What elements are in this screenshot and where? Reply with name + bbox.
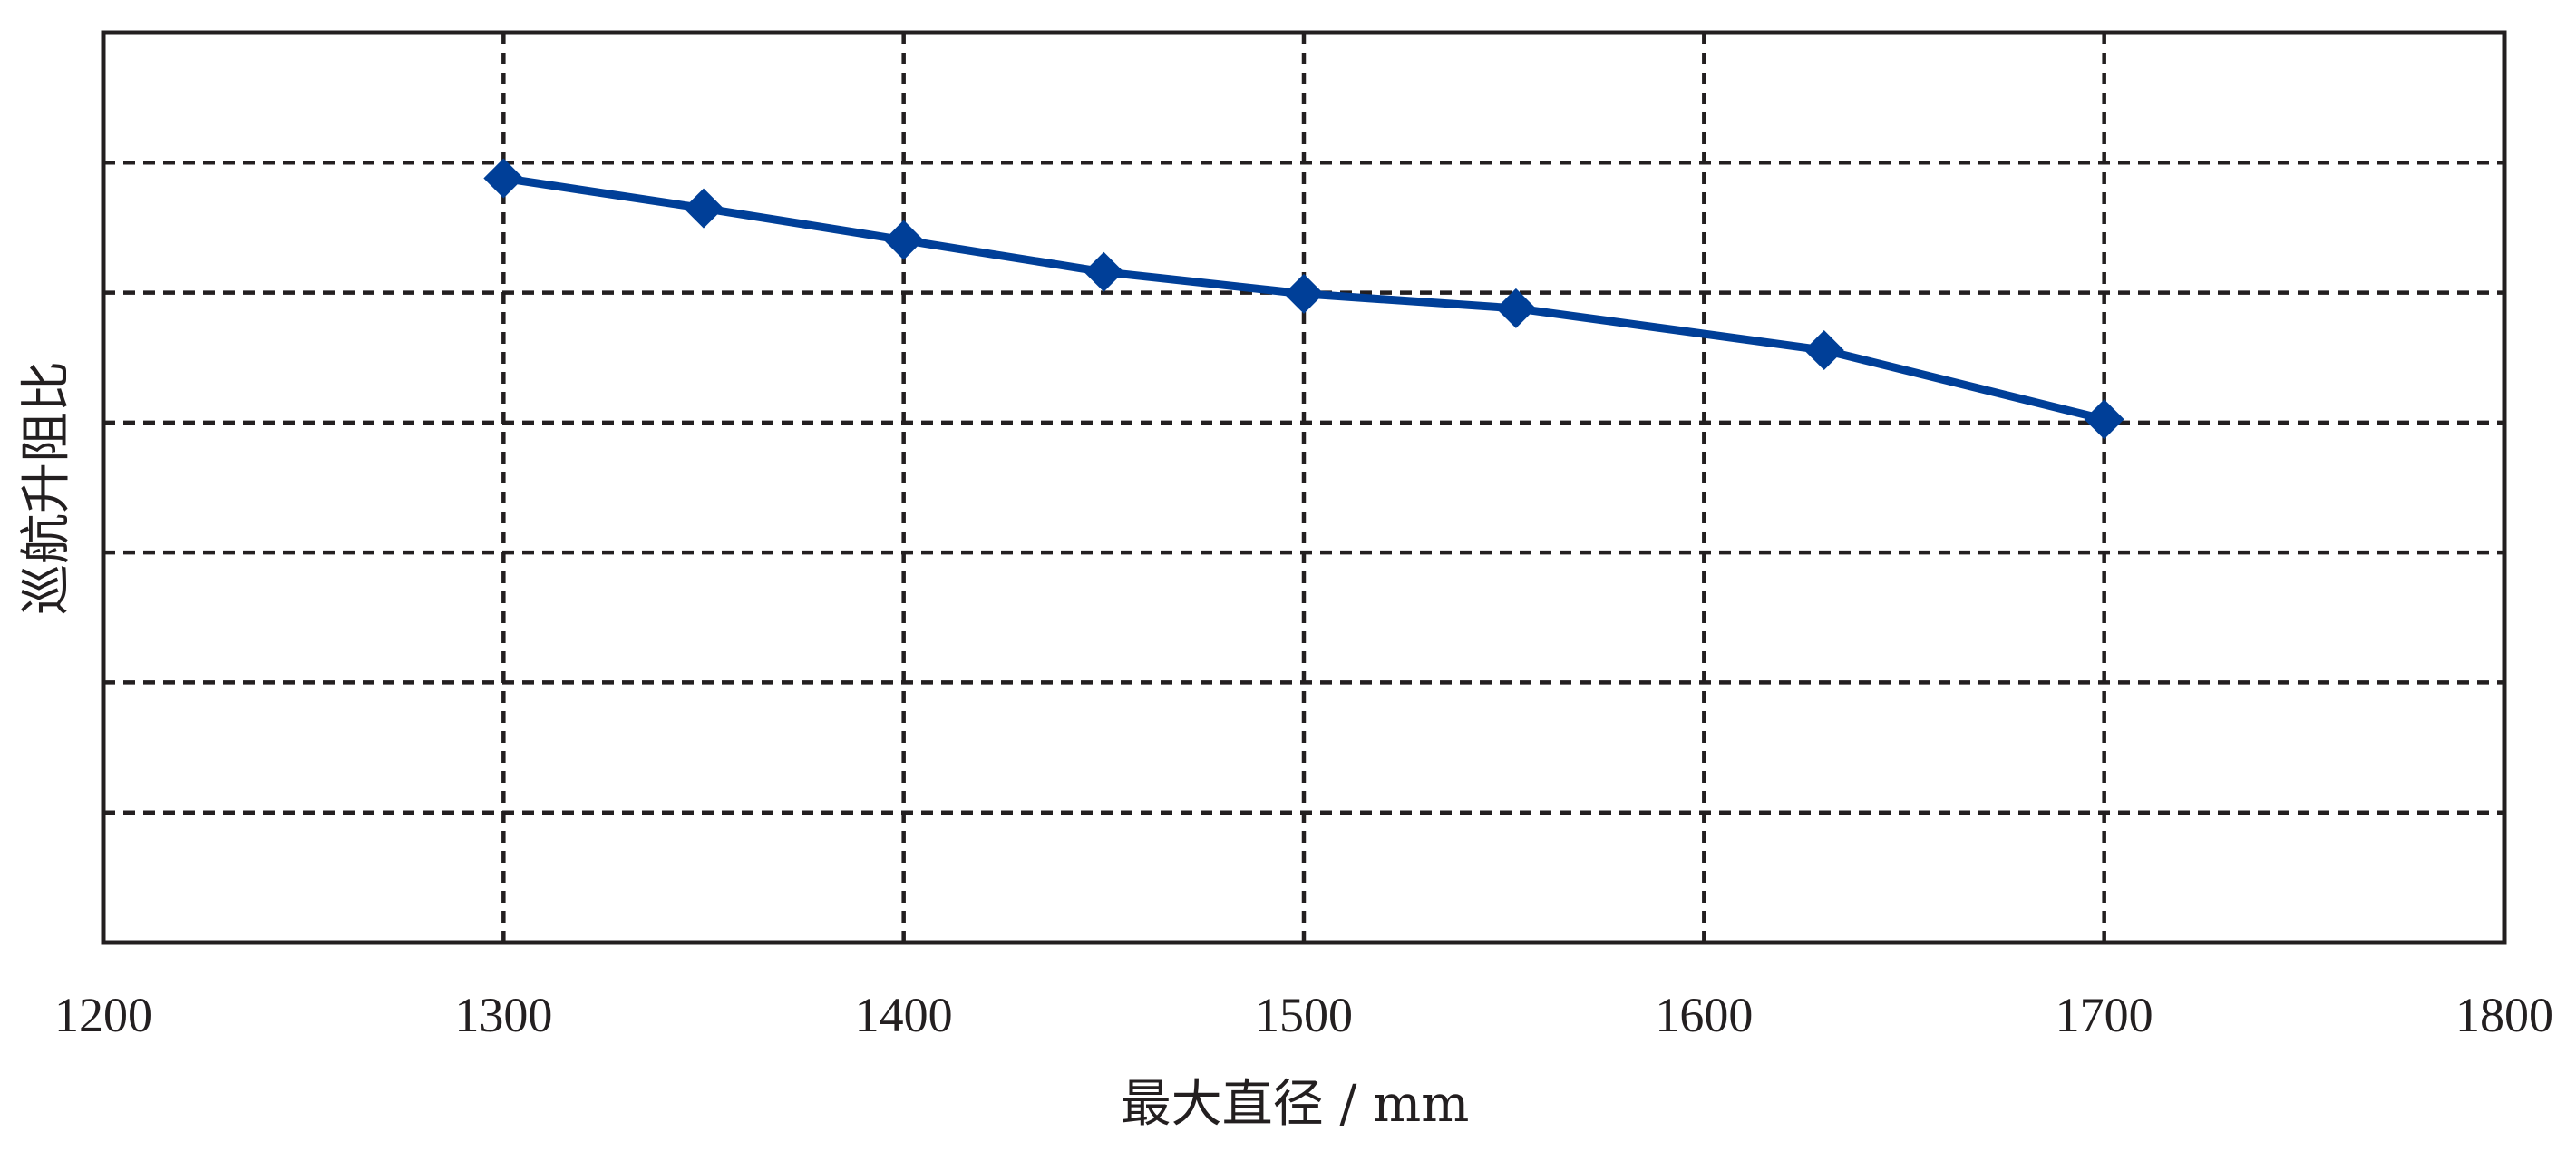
x-tick-labels: 1200 1300 1400 1500 1600 1700 1800	[54, 988, 2553, 1042]
x-tick-label: 1500	[1255, 988, 1353, 1042]
data-point-marker	[684, 188, 724, 229]
data-point-marker	[883, 220, 924, 260]
x-tick-label: 1700	[2056, 988, 2153, 1042]
data-point-marker	[1084, 251, 1124, 292]
grid	[103, 33, 2504, 942]
series-line	[499, 173, 2109, 424]
x-tick-label: 1600	[1655, 988, 1753, 1042]
x-axis-label: 最大直径 / mm	[1121, 1075, 1470, 1134]
x-tick-label: 1200	[54, 988, 152, 1042]
series	[483, 158, 2124, 440]
x-tick-label: 1400	[855, 988, 953, 1042]
data-point-marker	[1803, 330, 1844, 371]
x-tick-label: 1300	[454, 988, 552, 1042]
data-point-marker	[483, 158, 524, 199]
y-axis-label: 巡航升阻比	[17, 361, 76, 615]
data-point-marker	[1284, 273, 1324, 314]
x-tick-label: 1800	[2455, 988, 2553, 1042]
plot-frame	[101, 30, 2507, 945]
data-point-marker	[2084, 399, 2124, 440]
data-point-marker	[1495, 288, 1536, 328]
